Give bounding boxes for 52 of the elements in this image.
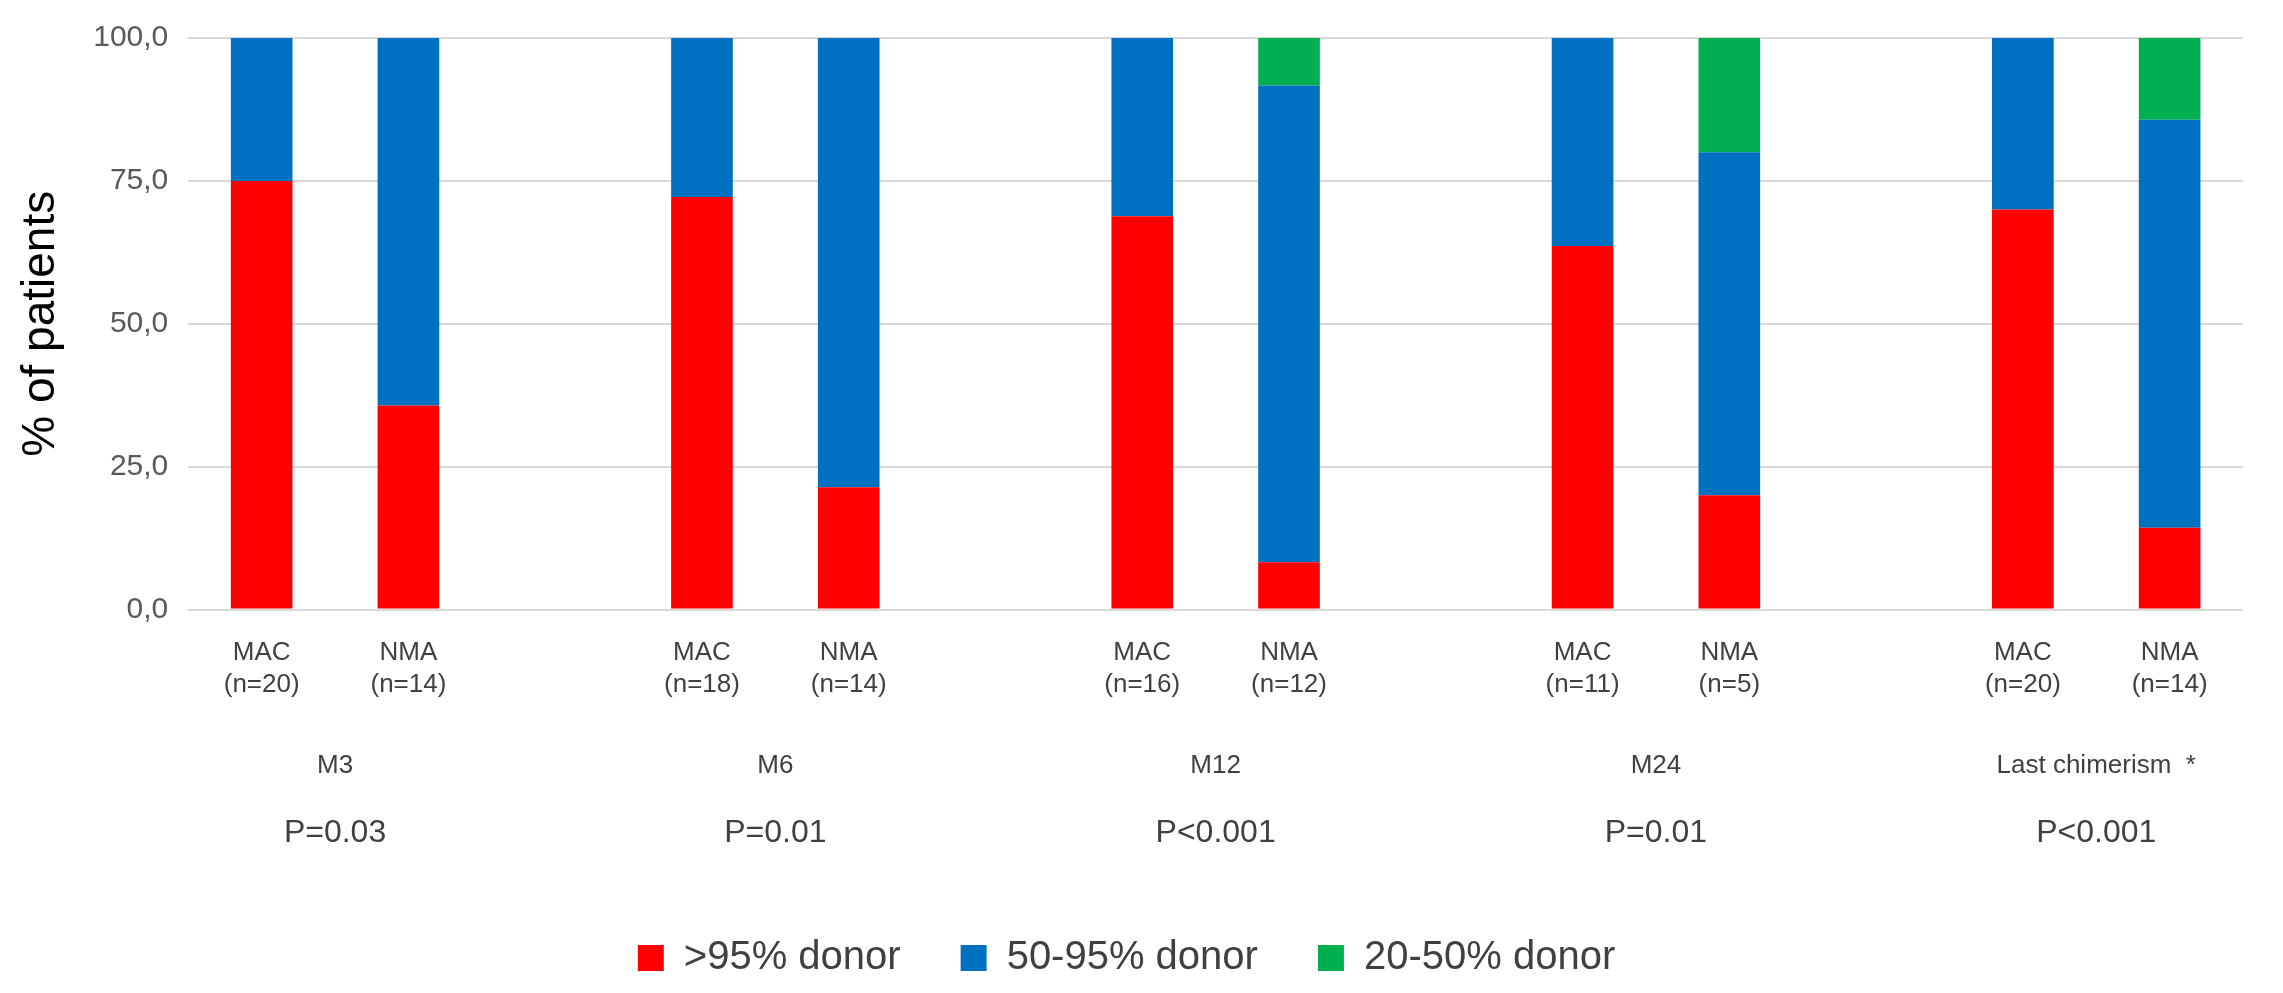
y-tick-label: 100,0 xyxy=(93,19,169,53)
bar xyxy=(377,38,440,406)
bar xyxy=(1698,152,1761,496)
bar xyxy=(1551,38,1614,247)
x-tick-label: NMA (n=5) xyxy=(1698,636,1761,698)
x-tick-label: MAC (n=20) xyxy=(1984,636,2061,698)
y-axis-title: % of patients xyxy=(12,190,65,457)
bar xyxy=(1698,495,1761,609)
y-tick-label: 25,0 xyxy=(109,447,169,481)
bar xyxy=(1111,38,1174,217)
bar xyxy=(2138,119,2201,528)
text: P<0.001 xyxy=(2036,812,2157,849)
y-tick-label: 75,0 xyxy=(109,162,169,196)
legend-label: 20-50% donor xyxy=(1363,933,1616,978)
bar xyxy=(1551,246,1614,609)
x-tick-label: NMA (n=14) xyxy=(2131,636,2208,698)
bar xyxy=(817,487,880,609)
text: P=0.03 xyxy=(283,812,387,849)
bar xyxy=(1258,562,1320,609)
text: M3 xyxy=(316,749,354,780)
y-tick-label: 0,0 xyxy=(126,590,169,624)
x-tick-label: MAC (n=16) xyxy=(1104,636,1181,698)
y-tick-label: 50,0 xyxy=(109,305,169,339)
x-tick-label: MAC (n=11) xyxy=(1545,636,1620,698)
text: P<0.001 xyxy=(1155,812,1276,849)
bar xyxy=(2138,527,2201,609)
bar xyxy=(1258,38,1320,86)
legend-label: 50-95% donor xyxy=(1006,933,1258,978)
text: M6 xyxy=(757,749,794,780)
bar xyxy=(671,38,733,197)
text: P=0.01 xyxy=(1604,812,1708,849)
bar xyxy=(230,180,293,609)
bar xyxy=(1992,209,2054,609)
bar xyxy=(1111,216,1174,609)
text: P=0.01 xyxy=(724,812,827,849)
bar xyxy=(230,38,293,181)
bar xyxy=(817,38,880,488)
text: Last chimerism * xyxy=(1996,749,2196,780)
legend-label: >95% donor xyxy=(683,933,901,978)
x-tick-label: MAC (n=20) xyxy=(223,636,300,698)
bar xyxy=(2138,38,2201,120)
bar xyxy=(671,196,733,609)
text: M12 xyxy=(1190,749,1241,780)
x-tick-label: NMA (n=14) xyxy=(370,636,447,698)
bar xyxy=(1258,85,1320,563)
bar xyxy=(1698,38,1761,153)
bar xyxy=(1992,38,2054,210)
bar xyxy=(377,405,440,609)
x-tick-label: NMA (n=12) xyxy=(1251,636,1327,698)
text: M24 xyxy=(1630,749,1682,780)
x-tick-label: MAC (n=18) xyxy=(664,636,740,698)
x-tick-label: NMA (n=14) xyxy=(810,636,887,698)
